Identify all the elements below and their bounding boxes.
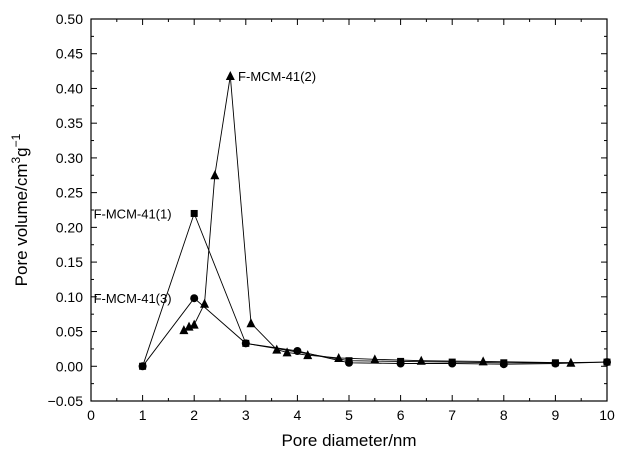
label-f-mcm-41-3: F-MCM-41(3) bbox=[94, 291, 172, 306]
y-tick-label: 0.50 bbox=[56, 11, 83, 27]
y-tick-label: 0.45 bbox=[56, 46, 83, 62]
data-point-circle bbox=[396, 359, 405, 368]
y-axis-title-g: g bbox=[12, 147, 31, 156]
y-axis-title-sup-3: 3 bbox=[9, 157, 23, 164]
series-line-f-mcm-41-2 bbox=[183, 75, 571, 364]
series-line-f-mcm-41-3 bbox=[142, 297, 608, 367]
x-tick-label: 4 bbox=[294, 407, 302, 423]
data-point-triangle bbox=[370, 354, 380, 364]
data-point-triangle bbox=[566, 357, 576, 367]
label-f-mcm-41-1: F-MCM-41(1) bbox=[94, 206, 172, 221]
data-point-triangle bbox=[210, 170, 220, 180]
series-layer bbox=[138, 70, 611, 371]
x-tick-label: 8 bbox=[500, 407, 508, 423]
x-axis-title: Pore diameter/nm bbox=[281, 431, 416, 450]
y-axis: −0.05 0.00 0.05 0.10 0.15 0.20 0.25 0.30 0.35 0.4… bbox=[48, 11, 607, 409]
data-point-triangle bbox=[179, 325, 189, 335]
x-tick-label: 7 bbox=[448, 407, 456, 423]
x-tick-label: 1 bbox=[139, 407, 147, 423]
y-tick-label: 0.15 bbox=[56, 254, 83, 270]
x-tick-label: 5 bbox=[345, 407, 353, 423]
x-tick-label: 10 bbox=[599, 407, 615, 423]
y-axis-title: Pore volume/cm3g−1 bbox=[9, 133, 31, 286]
y-tick-label: 0.30 bbox=[56, 150, 83, 166]
series-f-mcm-41-3 bbox=[138, 294, 611, 371]
data-point-triangle bbox=[200, 298, 210, 308]
data-point-circle bbox=[293, 346, 302, 355]
data-point-circle bbox=[499, 360, 508, 369]
label-f-mcm-41-2: F-MCM-41(2) bbox=[238, 69, 316, 84]
x-tick-label: 3 bbox=[242, 407, 250, 423]
x-tick-label: 0 bbox=[87, 407, 95, 423]
x-axis: 0 1 2 3 4 5 6 7 8 9 10 bbox=[87, 19, 615, 423]
x-tick-label: 9 bbox=[552, 407, 560, 423]
data-point-triangle bbox=[189, 319, 199, 329]
y-axis-title-sup-minus1: −1 bbox=[9, 133, 23, 147]
x-tick-label: 6 bbox=[397, 407, 405, 423]
data-point-triangle bbox=[246, 318, 256, 328]
y-axis-title-main: Pore volume/cm bbox=[12, 164, 31, 287]
series-line-f-mcm-41-1 bbox=[142, 212, 608, 367]
data-point-circle bbox=[603, 358, 611, 367]
series-f-mcm-41-2 bbox=[179, 70, 576, 367]
data-point-square bbox=[190, 209, 198, 217]
data-point-circle bbox=[190, 294, 199, 303]
data-point-triangle bbox=[282, 347, 292, 357]
x-tick-label: 2 bbox=[190, 407, 198, 423]
data-point-triangle bbox=[272, 344, 282, 354]
data-point-circle bbox=[241, 339, 250, 348]
data-point-triangle bbox=[225, 70, 235, 80]
y-tick-label: 0.25 bbox=[56, 185, 83, 201]
y-tick-label: 0.05 bbox=[56, 324, 83, 340]
y-tick-label: 0.10 bbox=[56, 289, 83, 305]
y-tick-label: 0.00 bbox=[56, 358, 83, 374]
data-point-triangle bbox=[478, 356, 488, 366]
data-point-circle bbox=[345, 358, 353, 367]
data-point-circle bbox=[551, 359, 560, 368]
y-tick-label: −0.05 bbox=[48, 393, 84, 409]
y-tick-label: 0.20 bbox=[56, 219, 83, 235]
y-tick-label: 0.40 bbox=[56, 80, 83, 96]
data-point-circle bbox=[138, 362, 147, 371]
data-point-triangle bbox=[303, 350, 313, 360]
data-point-circle bbox=[448, 359, 457, 368]
y-tick-label: 0.35 bbox=[56, 115, 83, 131]
annotation-layer: F-MCM-41(2) F-MCM-41(1) F-MCM-41(3) bbox=[94, 69, 316, 306]
data-point-triangle bbox=[416, 355, 426, 365]
